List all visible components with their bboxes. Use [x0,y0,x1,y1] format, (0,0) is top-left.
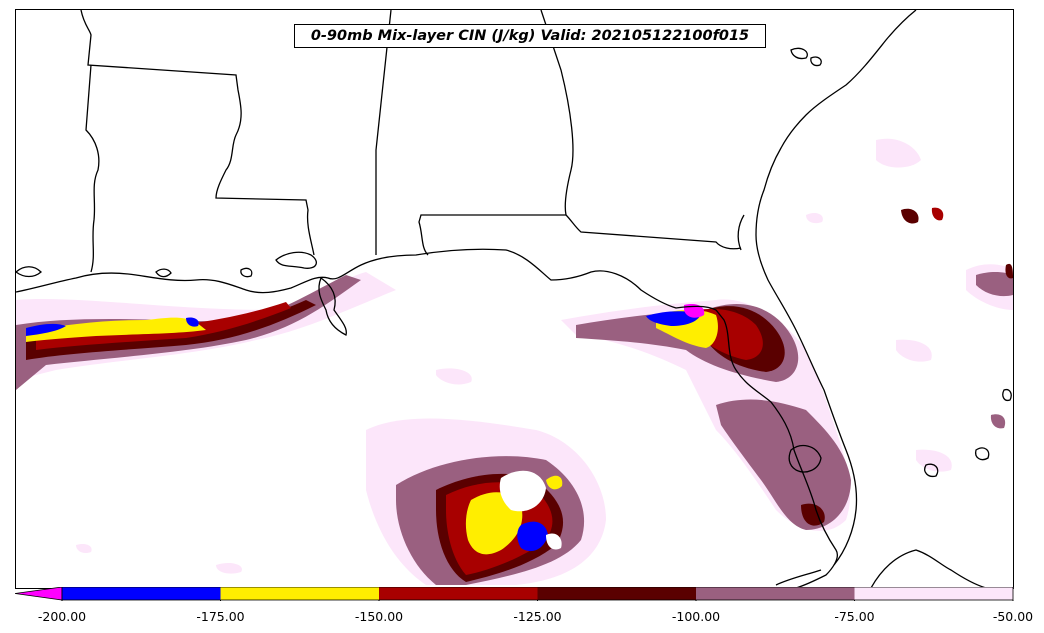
colorbar-cell [854,587,1014,600]
colorbar-tick-label: -200.00 [37,609,87,624]
colorbar-cell [379,587,538,600]
cin-map [16,10,1013,588]
colorbar-cell [220,587,380,600]
colorbar-tick-label: -125.00 [513,609,562,624]
colorbar-cell [537,587,697,600]
colorbar-under-triangle [15,587,63,601]
map-panel: 0-90mb Mix-layer CIN (J/kg) Valid: 20210… [15,9,1014,589]
colorbar-outline [61,587,1014,601]
colorbar-tick-label: -75.00 [834,609,875,624]
colorbar-cell [62,587,221,600]
colorbar-tick-label: -175.00 [196,609,245,624]
colorbar-tick-label: -100.00 [671,609,721,624]
colorbar [15,587,1014,601]
cin-shading-magenta [684,304,705,318]
coastlines-and-borders [16,10,1012,588]
colorbar-cell [696,587,855,600]
map-title: 0-90mb Mix-layer CIN (J/kg) Valid: 20210… [294,24,766,48]
cin-clear-areas [499,470,562,550]
cin-shading-blue [26,311,701,552]
colorbar-tick-label: -150.00 [354,609,404,624]
colorbar-tick-label: -50.00 [992,609,1034,624]
